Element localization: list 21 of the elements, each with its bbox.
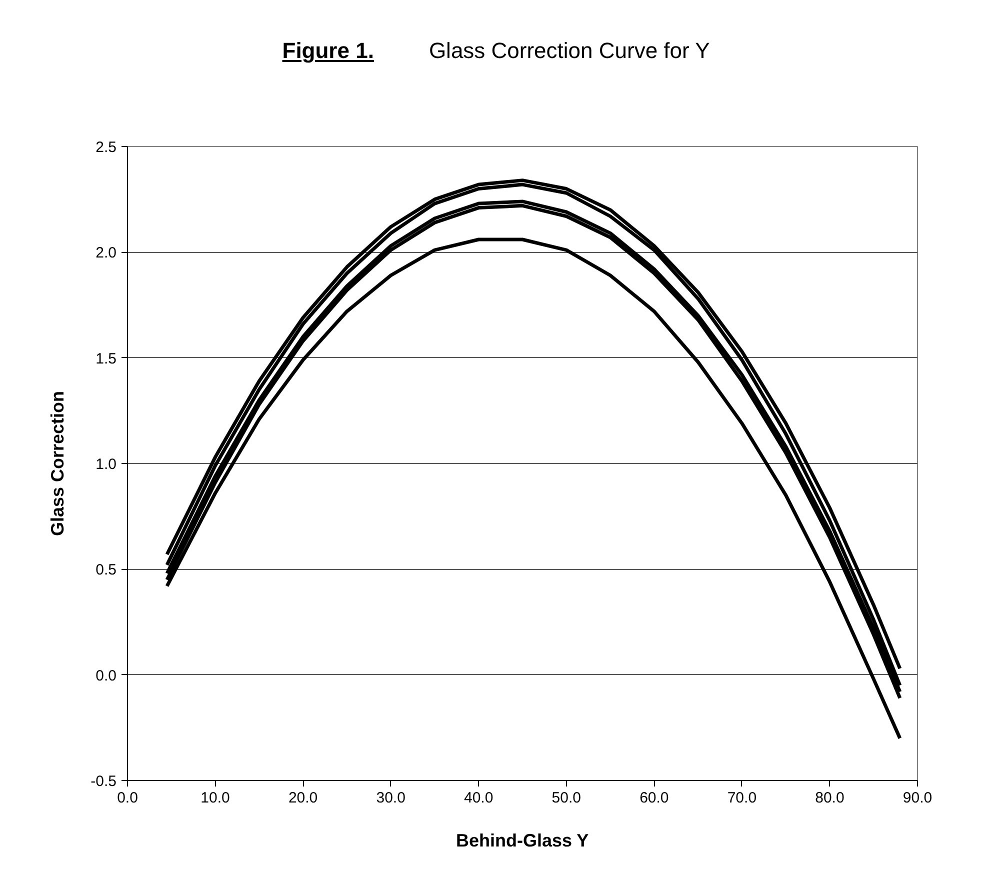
y-tick-label: 1.0	[96, 456, 117, 473]
y-tick-label: 1.5	[96, 350, 117, 368]
x-tick-label: 70.0	[727, 790, 757, 806]
x-tick-label: 30.0	[376, 790, 406, 806]
x-axis-title: Behind-Glass Y	[456, 830, 589, 850]
y-tick-label: 2.5	[96, 139, 117, 156]
x-tick-label: 0.0	[117, 790, 138, 806]
y-tick-label: 2.0	[96, 244, 117, 262]
chart-subtitle: Glass Correction Curve for Y	[428, 38, 710, 63]
y-tick-label: -0.5	[90, 773, 117, 790]
x-tick-label: 20.0	[288, 790, 318, 806]
y-tick-label: 0.5	[96, 562, 117, 579]
chart-title: Figure 1.	[282, 38, 374, 63]
x-tick-label: 80.0	[815, 790, 844, 806]
x-tick-label: 10.0	[200, 790, 230, 806]
x-tick-label: 40.0	[464, 790, 494, 806]
x-tick-label: 60.0	[640, 790, 669, 806]
x-tick-label: 90.0	[902, 790, 932, 806]
x-tick-label: 50.0	[552, 790, 581, 806]
y-axis-title: Glass Correction	[48, 390, 68, 536]
y-tick-label: 0.0	[96, 667, 117, 684]
